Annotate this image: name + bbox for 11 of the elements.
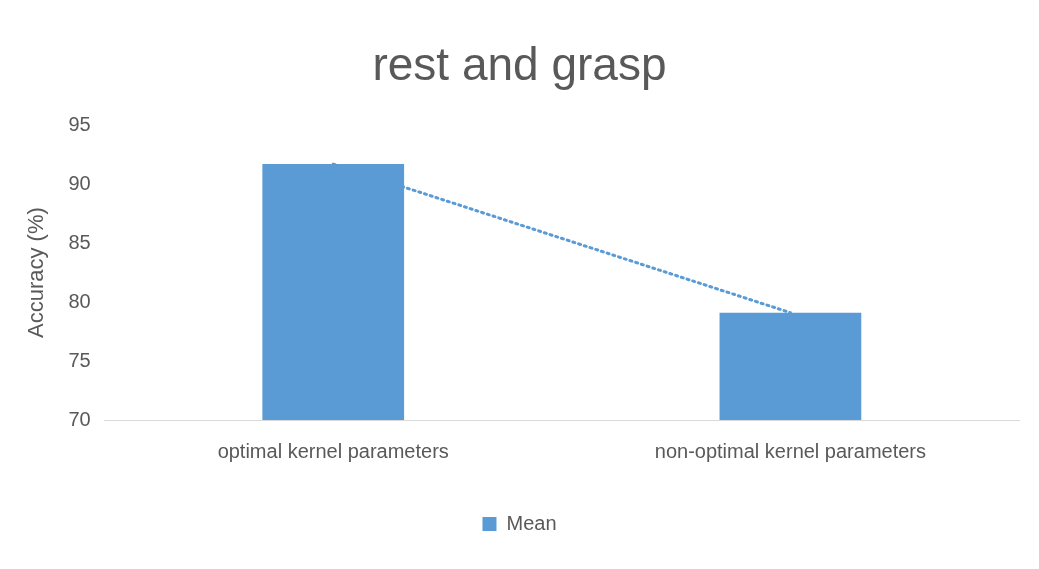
- y-tick-label: 90: [68, 171, 91, 194]
- x-tick-label: non-optimal kernel parameters: [654, 439, 927, 462]
- y-axis-title: Accuracy (%): [23, 207, 49, 338]
- y-tick-label: 75: [68, 348, 91, 371]
- y-tick-label: 80: [68, 289, 91, 312]
- x-tick-label: optimal kernel parameters: [217, 439, 449, 462]
- y-tick-label: 70: [68, 407, 91, 430]
- chart-title: rest and grasp: [372, 38, 667, 91]
- y-tick-label: 95: [68, 112, 91, 135]
- y-tick-label: 85: [68, 230, 91, 253]
- legend-label: Mean: [506, 511, 557, 534]
